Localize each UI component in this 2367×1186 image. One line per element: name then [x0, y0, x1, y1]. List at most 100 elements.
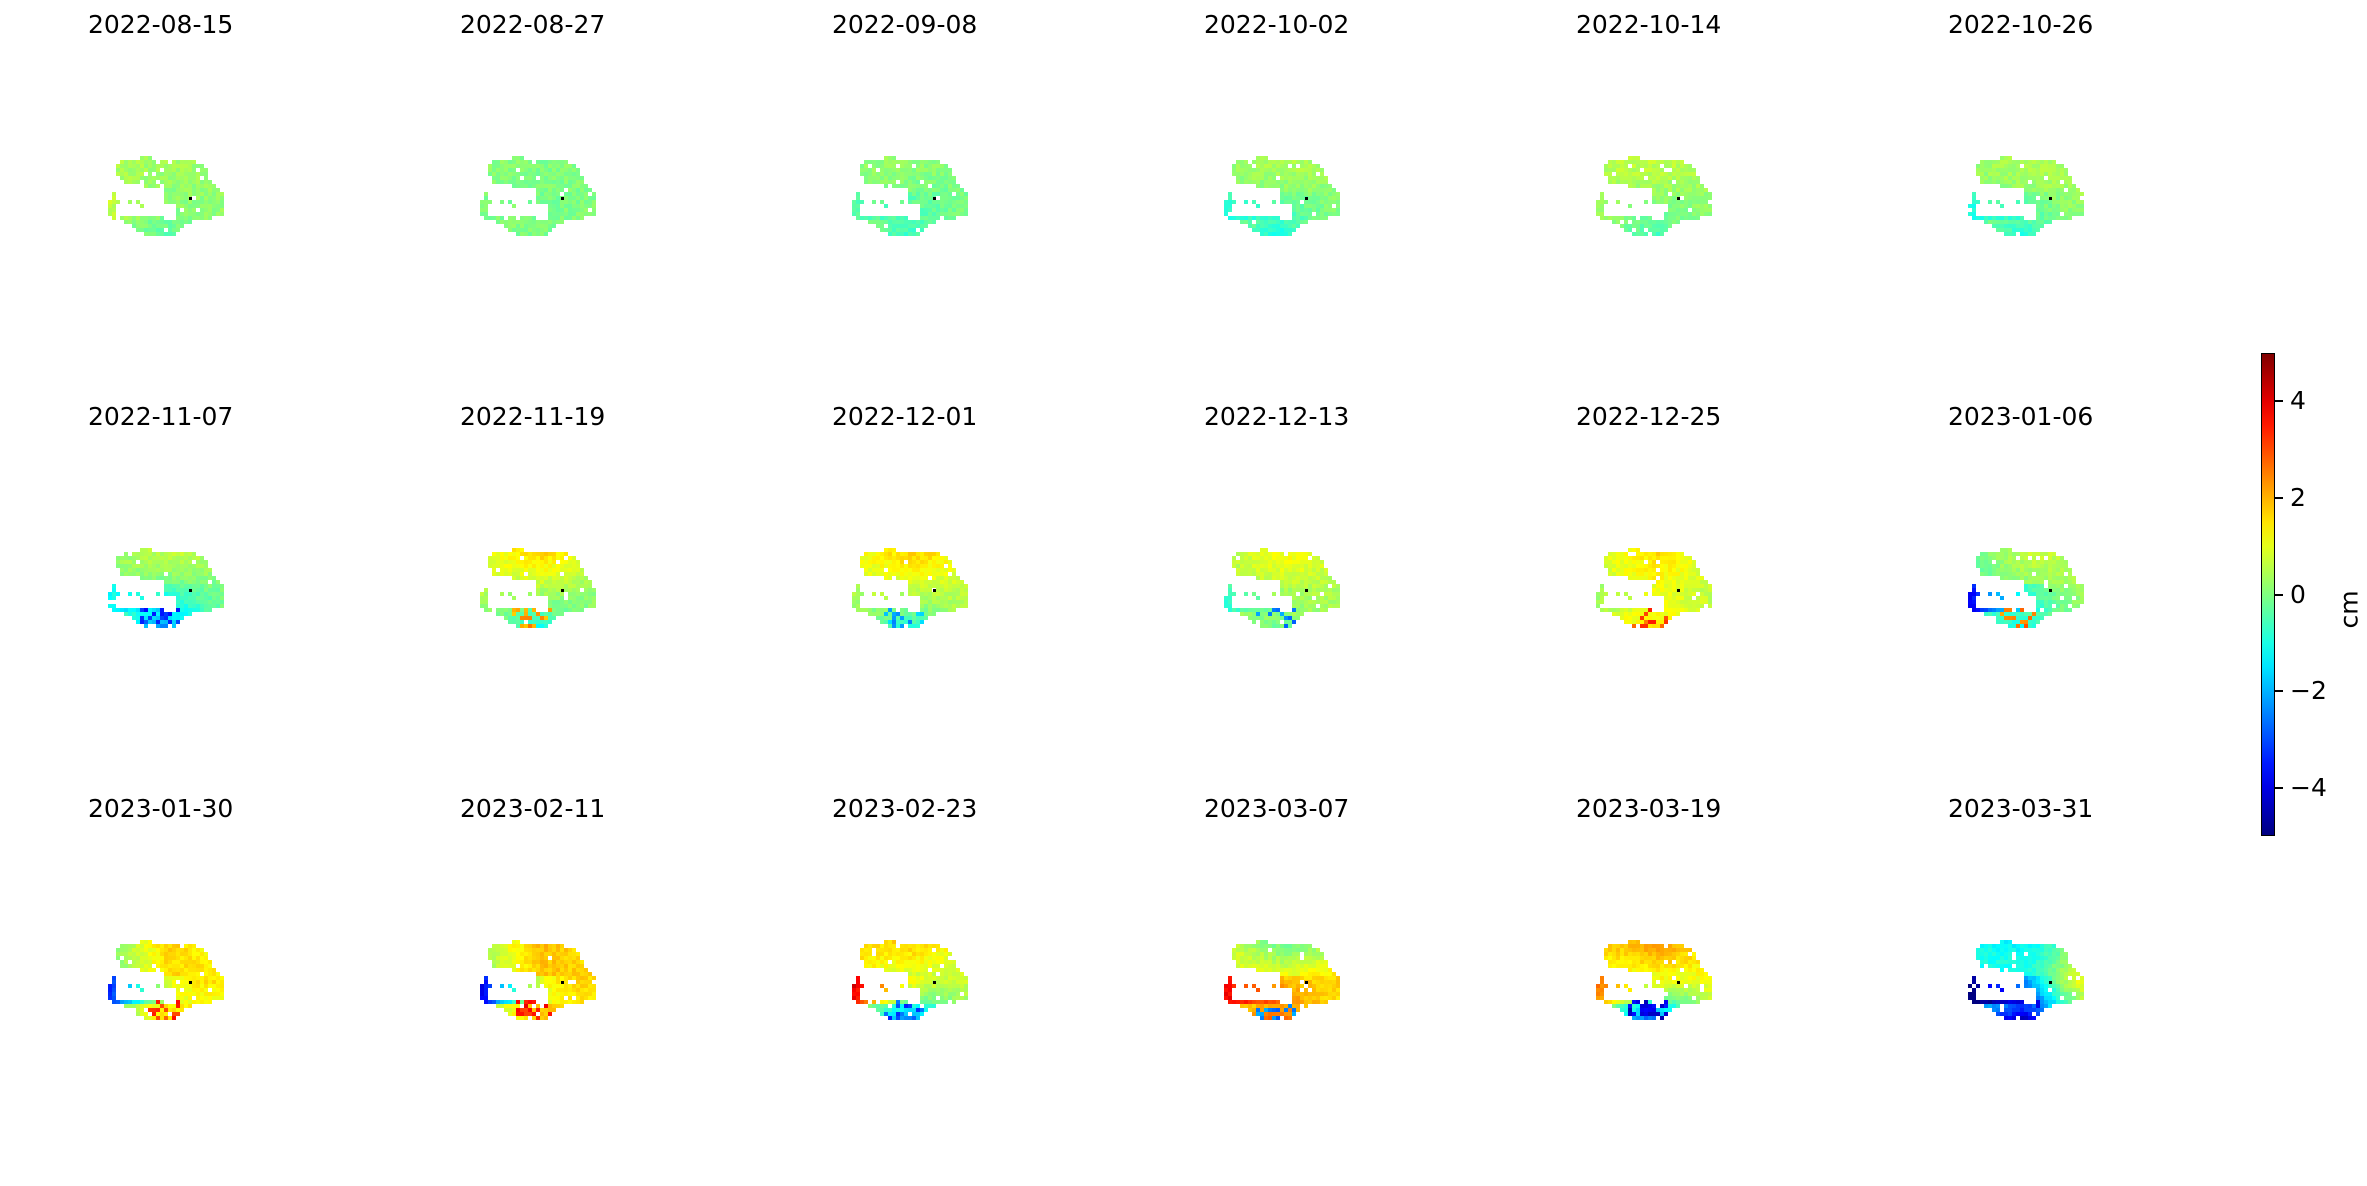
map-cell	[952, 592, 956, 596]
map-cell	[1684, 596, 1688, 600]
map-cell	[172, 224, 176, 228]
map-cell	[1652, 192, 1656, 196]
map-cell	[204, 980, 208, 984]
map-cell	[1264, 224, 1268, 228]
map-cell	[1280, 172, 1284, 176]
map-cell	[1264, 184, 1268, 188]
map-cell	[548, 600, 552, 604]
map-cell	[204, 184, 208, 188]
map-cell	[200, 200, 204, 204]
map-cell	[1664, 180, 1668, 184]
map-cell	[928, 604, 932, 608]
map-cell	[884, 940, 888, 944]
map-cell	[1320, 168, 1324, 172]
map-cell	[944, 596, 948, 600]
map-cell	[144, 956, 148, 960]
map-cell	[1252, 960, 1256, 964]
map-cell	[1288, 188, 1292, 192]
map-cell	[1620, 216, 1624, 220]
map-cell	[916, 624, 920, 628]
map-cell	[1300, 184, 1304, 188]
map-cell	[872, 180, 876, 184]
map-cell	[1280, 220, 1284, 224]
map-cell	[1320, 560, 1324, 564]
map-cell	[872, 568, 876, 572]
map-cell	[144, 556, 148, 560]
map-cell	[884, 572, 888, 576]
map-cell	[140, 568, 144, 572]
map-cell	[1272, 620, 1276, 624]
map-cell	[572, 604, 576, 608]
map-cell	[908, 968, 912, 972]
map-cell	[540, 160, 544, 164]
map-cell	[568, 584, 572, 588]
map-cell	[572, 1000, 576, 1004]
map-cell	[196, 580, 200, 584]
map-cell	[2072, 584, 2076, 588]
map-cell	[1248, 164, 1252, 168]
map-cell	[1632, 564, 1636, 568]
map-cell	[568, 196, 572, 200]
map-cell	[572, 948, 576, 952]
map-cell	[856, 976, 860, 980]
map-cell	[548, 204, 552, 208]
map-cell	[160, 568, 164, 572]
map-cell	[1264, 156, 1268, 160]
map-cell	[1620, 556, 1624, 560]
map-cell	[2052, 160, 2056, 164]
map-cell	[2012, 164, 2016, 168]
map-cell	[2040, 204, 2044, 208]
map-cell	[2036, 184, 2040, 188]
map-cell	[1328, 604, 1332, 608]
map-cell	[888, 176, 892, 180]
map-cell	[208, 208, 212, 212]
map-cell	[1324, 176, 1328, 180]
map-cell	[1240, 168, 1244, 172]
map-cell	[1280, 944, 1284, 948]
map-cell	[924, 176, 928, 180]
map-cell	[916, 1016, 920, 1020]
map-cell	[2080, 200, 2084, 204]
map-cell	[524, 184, 528, 188]
map-cell	[1320, 208, 1324, 212]
map-cell	[184, 948, 188, 952]
map-cell	[1292, 944, 1296, 948]
map-cell	[1268, 576, 1272, 580]
map-cell	[888, 608, 892, 612]
map-cell	[1280, 948, 1284, 952]
map-cell	[168, 556, 172, 560]
map-cell	[1304, 212, 1308, 216]
map-cell	[128, 176, 132, 180]
map-cell	[892, 572, 896, 576]
map-cell	[1300, 588, 1304, 592]
map-cell	[912, 616, 916, 620]
map-cell	[120, 216, 124, 220]
map-cell	[900, 176, 904, 180]
map-cell	[880, 620, 884, 624]
map-cell	[1996, 224, 2000, 228]
map-cell	[560, 996, 564, 1000]
map-cell	[1652, 220, 1656, 224]
map-cell	[920, 616, 924, 620]
map-cell	[496, 952, 500, 956]
map-cell	[576, 976, 580, 980]
map-cell	[172, 164, 176, 168]
map-cell	[544, 588, 548, 592]
map-cell	[936, 604, 940, 608]
map-cell	[872, 200, 876, 204]
map-cell	[212, 200, 216, 204]
map-cell	[172, 228, 176, 232]
map-cell	[956, 184, 960, 188]
map-cell	[2016, 224, 2020, 228]
map-cell	[184, 596, 188, 600]
map-cell	[1288, 560, 1292, 564]
map-cell	[188, 596, 192, 600]
map-cell	[864, 568, 868, 572]
map-cell	[124, 572, 128, 576]
map-cell	[544, 232, 548, 236]
map-cell	[1652, 560, 1656, 564]
map-cell	[184, 608, 188, 612]
map-cell	[2032, 568, 2036, 572]
map-cell	[1292, 580, 1296, 584]
map-cell	[912, 224, 916, 228]
